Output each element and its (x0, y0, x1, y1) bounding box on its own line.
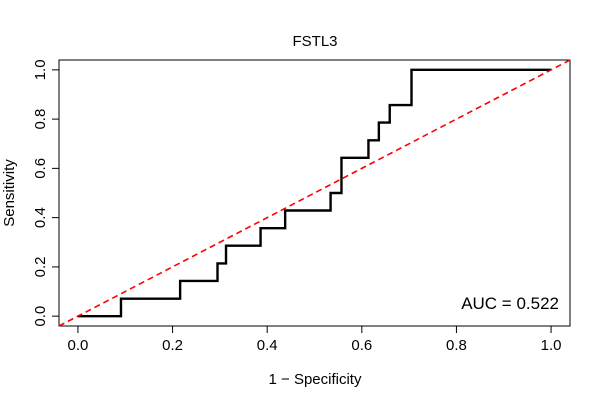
reference-diagonal-line (58, 59, 571, 327)
series-layer (58, 59, 571, 327)
x-tick-label: 1.0 (541, 337, 562, 354)
y-tick-label: 0.0 (32, 306, 49, 327)
x-axis-label: 1 − Specificity (269, 371, 362, 388)
y-tick-label: 0.2 (32, 256, 49, 277)
auc-annotation: AUC = 0.522 (461, 294, 559, 313)
x-tick-label: 0.8 (446, 337, 467, 354)
y-tick-label: 0.8 (32, 109, 49, 130)
roc-curve-line (77, 68, 552, 318)
y-tick-label: 1.0 (32, 59, 49, 80)
x-tick-label: 0.0 (67, 337, 88, 354)
x-tick-label: 0.6 (351, 337, 372, 354)
x-tick-label: 0.2 (162, 337, 183, 354)
y-tick-label: 0.4 (32, 207, 49, 228)
x-axis: 0.0 0.2 0.4 0.6 0.8 1.0 (67, 325, 562, 354)
plot-frame (58, 59, 571, 327)
chart-title: FSTL3 (292, 33, 337, 50)
y-axis-label: Sensitivity (1, 159, 18, 227)
x-tick-label: 0.4 (257, 337, 278, 354)
y-tick-label: 0.6 (32, 158, 49, 179)
y-axis: 0.0 0.2 0.4 0.6 0.8 1.0 (32, 59, 59, 327)
